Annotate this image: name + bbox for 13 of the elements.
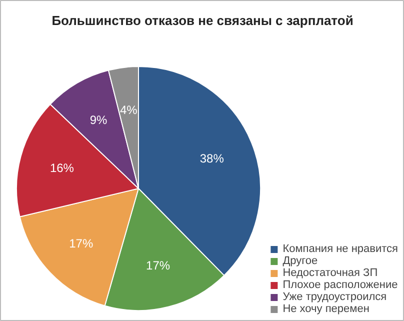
- legend-label: Не хочу перемен: [282, 303, 370, 315]
- data-label: 4%: [120, 102, 138, 117]
- data-label: 9%: [90, 113, 108, 128]
- data-label: 16%: [50, 160, 74, 175]
- chart-title: Большинство отказов не связаны с зарплатой: [52, 13, 354, 28]
- legend-label: Недостаточная ЗП: [282, 267, 378, 279]
- legend-label: Уже трудоустроился: [282, 291, 387, 303]
- data-label: 17%: [69, 236, 94, 250]
- data-label: 38%: [200, 151, 224, 166]
- legend-label: Другое: [282, 255, 318, 267]
- legend-label: Компания не нравится: [282, 243, 398, 255]
- data-label: 17%: [146, 258, 170, 272]
- legend-label: Плохое расположение: [282, 279, 398, 291]
